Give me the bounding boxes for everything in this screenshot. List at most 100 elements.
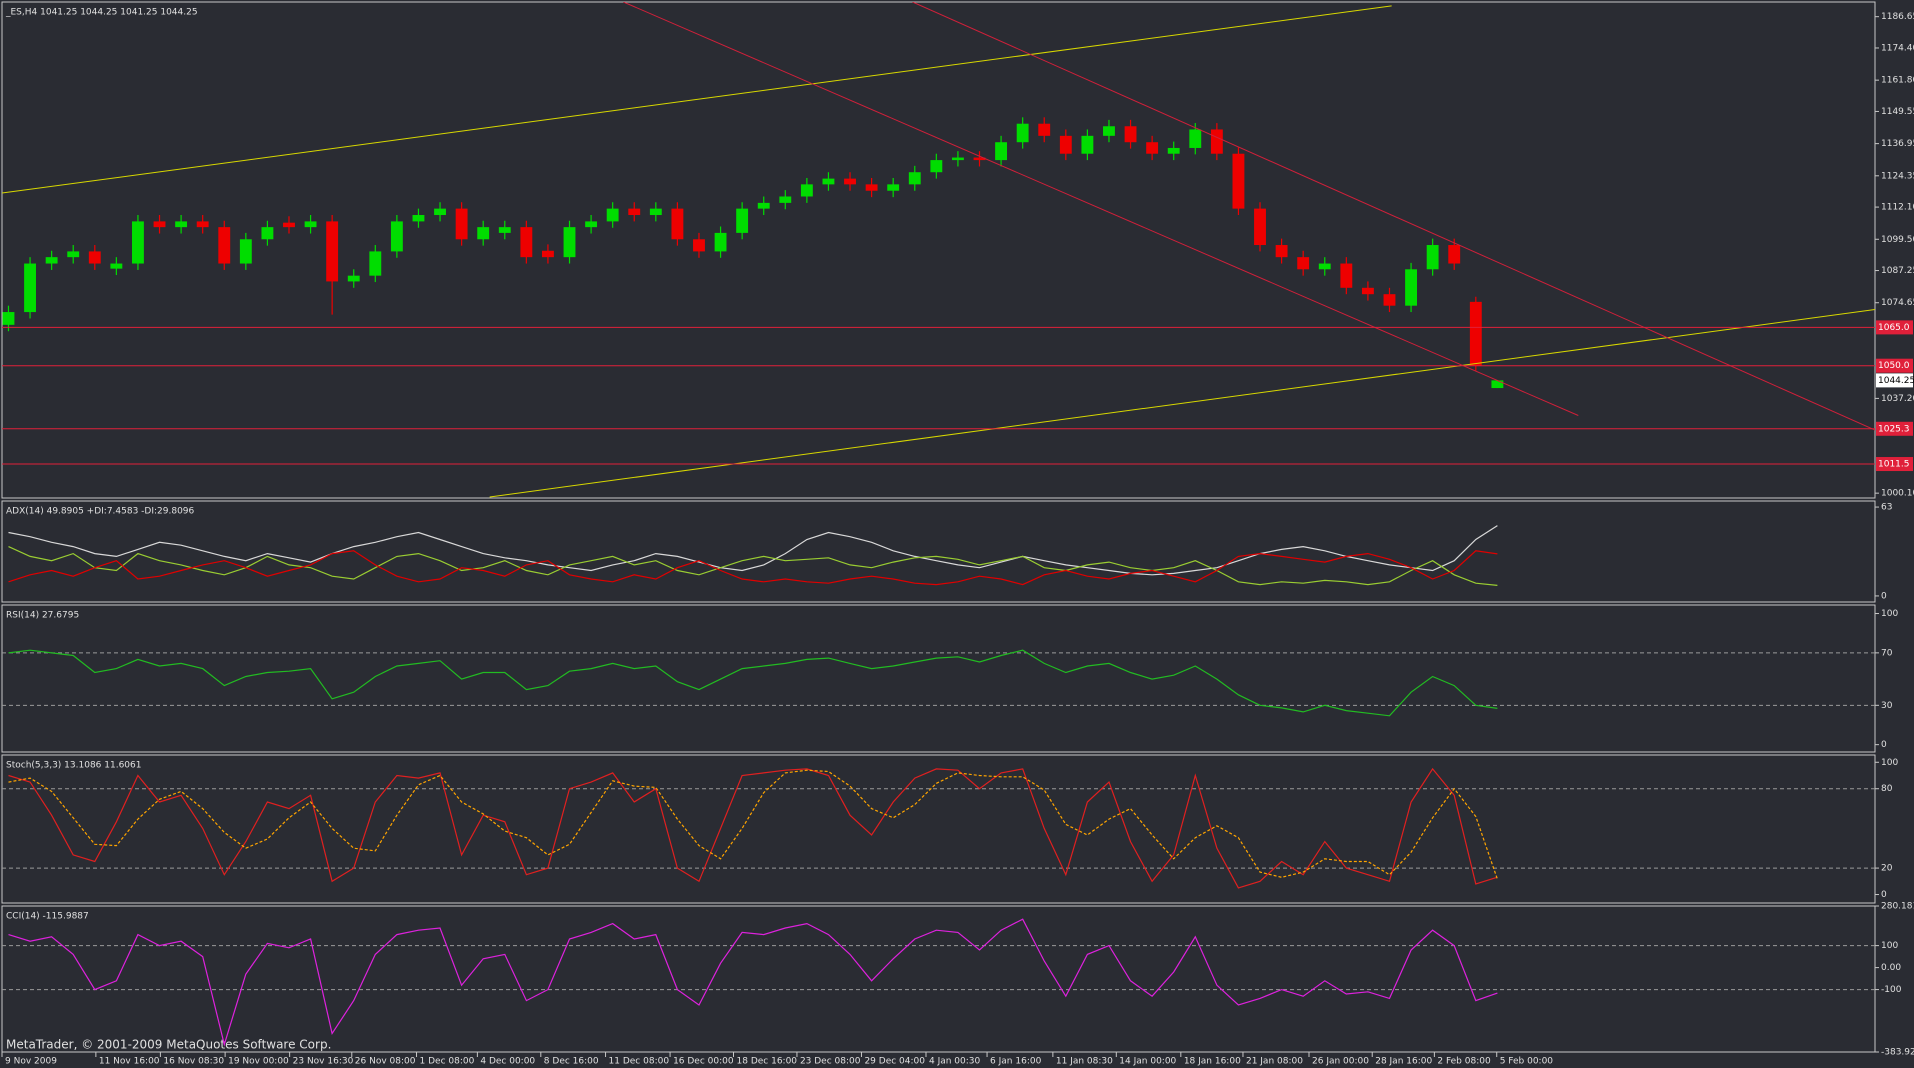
y-tick-label: 30 [1881, 701, 1893, 711]
candle-body [736, 208, 749, 233]
candle-body [779, 196, 792, 203]
candle-body [218, 227, 231, 264]
candle-body [671, 208, 684, 240]
candle-body [585, 221, 598, 228]
y-tick-label: 1161.80 [1881, 76, 1914, 86]
y-tick-label: 0 [1881, 591, 1887, 601]
candle-body [477, 227, 490, 240]
candle-body [2, 312, 15, 325]
pane [2, 649, 1875, 717]
indicator-line [8, 649, 1498, 717]
x-tick-label: 14 Jan 00:00 [1119, 1057, 1176, 1067]
candle-body [1038, 123, 1051, 136]
candle-body [498, 227, 511, 233]
candle-body [1210, 129, 1223, 154]
candle-body [1016, 123, 1029, 143]
x-tick-label: 16 Dec 00:00 [673, 1057, 734, 1067]
candle-body [24, 263, 36, 313]
candle-body [649, 208, 662, 216]
x-tick-label: 8 Dec 16:00 [544, 1057, 599, 1067]
y-tick-label: 1112.10 [1881, 203, 1914, 213]
y-tick-label: -383.923 [1881, 1048, 1914, 1058]
indicator-line [8, 550, 1498, 586]
candle-body [434, 208, 446, 216]
candle-body [693, 239, 705, 252]
candle-body [175, 221, 188, 228]
candle-body [326, 221, 339, 282]
candle-body [347, 275, 360, 282]
indicator-line [8, 525, 1498, 576]
x-tick-label: 11 Nov 16:00 [99, 1057, 160, 1067]
candle-body [908, 172, 921, 185]
candle-body [1491, 380, 1504, 389]
candle-body [1189, 129, 1202, 148]
candle-body [1318, 263, 1331, 270]
indicator-line [8, 767, 1498, 889]
indicator-line [8, 769, 1498, 880]
x-tick-label: 2 Feb 08:00 [1437, 1057, 1491, 1067]
candle-body [283, 222, 295, 228]
pane [2, 767, 1875, 889]
candle-body [1059, 135, 1072, 154]
trendline [2, 5, 1392, 194]
y-tick-label: 1037.20 [1881, 394, 1914, 404]
x-tick-label: 26 Nov 08:00 [355, 1057, 416, 1067]
level-label-box [1876, 320, 1913, 335]
candle-body [606, 208, 619, 222]
candle-body [541, 250, 554, 258]
candle-body [110, 263, 123, 269]
y-tick-label: 0 [1881, 740, 1887, 750]
candle-body [822, 178, 835, 185]
x-tick-label: 26 Jan 00:00 [1312, 1057, 1369, 1067]
y-tick-label: 63 [1881, 503, 1892, 513]
pane-title: _ES,H4 1041.25 1044.25 1041.25 1044.25 [5, 8, 198, 18]
candle-body [1275, 245, 1288, 258]
trendline [489, 309, 1875, 498]
candle-body [153, 221, 166, 228]
candle-body [1405, 269, 1417, 306]
x-tick-label: 11 Dec 08:00 [609, 1057, 670, 1067]
candle-body [1103, 126, 1115, 136]
pane [2, 918, 1875, 1047]
pane-frame [1, 500, 1876, 603]
x-tick-label: 29 Dec 04:00 [864, 1057, 925, 1067]
candle-body [951, 157, 964, 161]
x-tick-label: 19 Nov 00:00 [228, 1057, 289, 1067]
y-tick-label: 80 [1881, 784, 1893, 794]
x-tick-label: 28 Jan 16:00 [1375, 1057, 1432, 1067]
y-tick-label: 70 [1881, 648, 1893, 658]
y-tick-label: 1087.25 [1881, 266, 1914, 276]
candle-body [1448, 245, 1461, 264]
y-tick-label: -100 [1881, 985, 1902, 995]
candle-body [1426, 245, 1439, 270]
level-label-box [1876, 457, 1913, 472]
candle-body [1383, 294, 1396, 306]
y-tick-label: 0 [1881, 890, 1887, 900]
pane-frame [1, 905, 1876, 1053]
candle-body [390, 221, 403, 252]
pane-title: RSI(14) 27.6795 [6, 611, 79, 621]
x-tick-label: 23 Nov 16:30 [293, 1057, 354, 1067]
pane [2, 2, 1875, 498]
y-tick-label: 1000.10 [1881, 489, 1914, 499]
candle-body [1167, 147, 1180, 154]
x-tick-label: 11 Jan 08:30 [1056, 1057, 1113, 1067]
candle-body [930, 160, 943, 173]
pane-frame [1, 604, 1876, 753]
candle-body [67, 251, 80, 258]
x-tick-label: 9 Nov 2009 [5, 1057, 57, 1067]
last-price-box [1876, 373, 1913, 388]
x-tick-label: 18 Dec 16:00 [737, 1057, 798, 1067]
x-tick-label: 16 Nov 08:30 [163, 1057, 224, 1067]
candle-body [887, 184, 900, 191]
candle-body [261, 227, 274, 240]
y-tick-label: 1099.50 [1881, 235, 1914, 245]
candle-body [1254, 208, 1266, 246]
y-tick-label: 1174.40 [1881, 43, 1914, 53]
candle-body [844, 178, 856, 185]
candle-body [45, 257, 58, 264]
y-tick-label: 1124.35 [1881, 171, 1914, 181]
pane-title: Stoch(5,3,3) 13.1086 11.6061 [6, 761, 141, 771]
